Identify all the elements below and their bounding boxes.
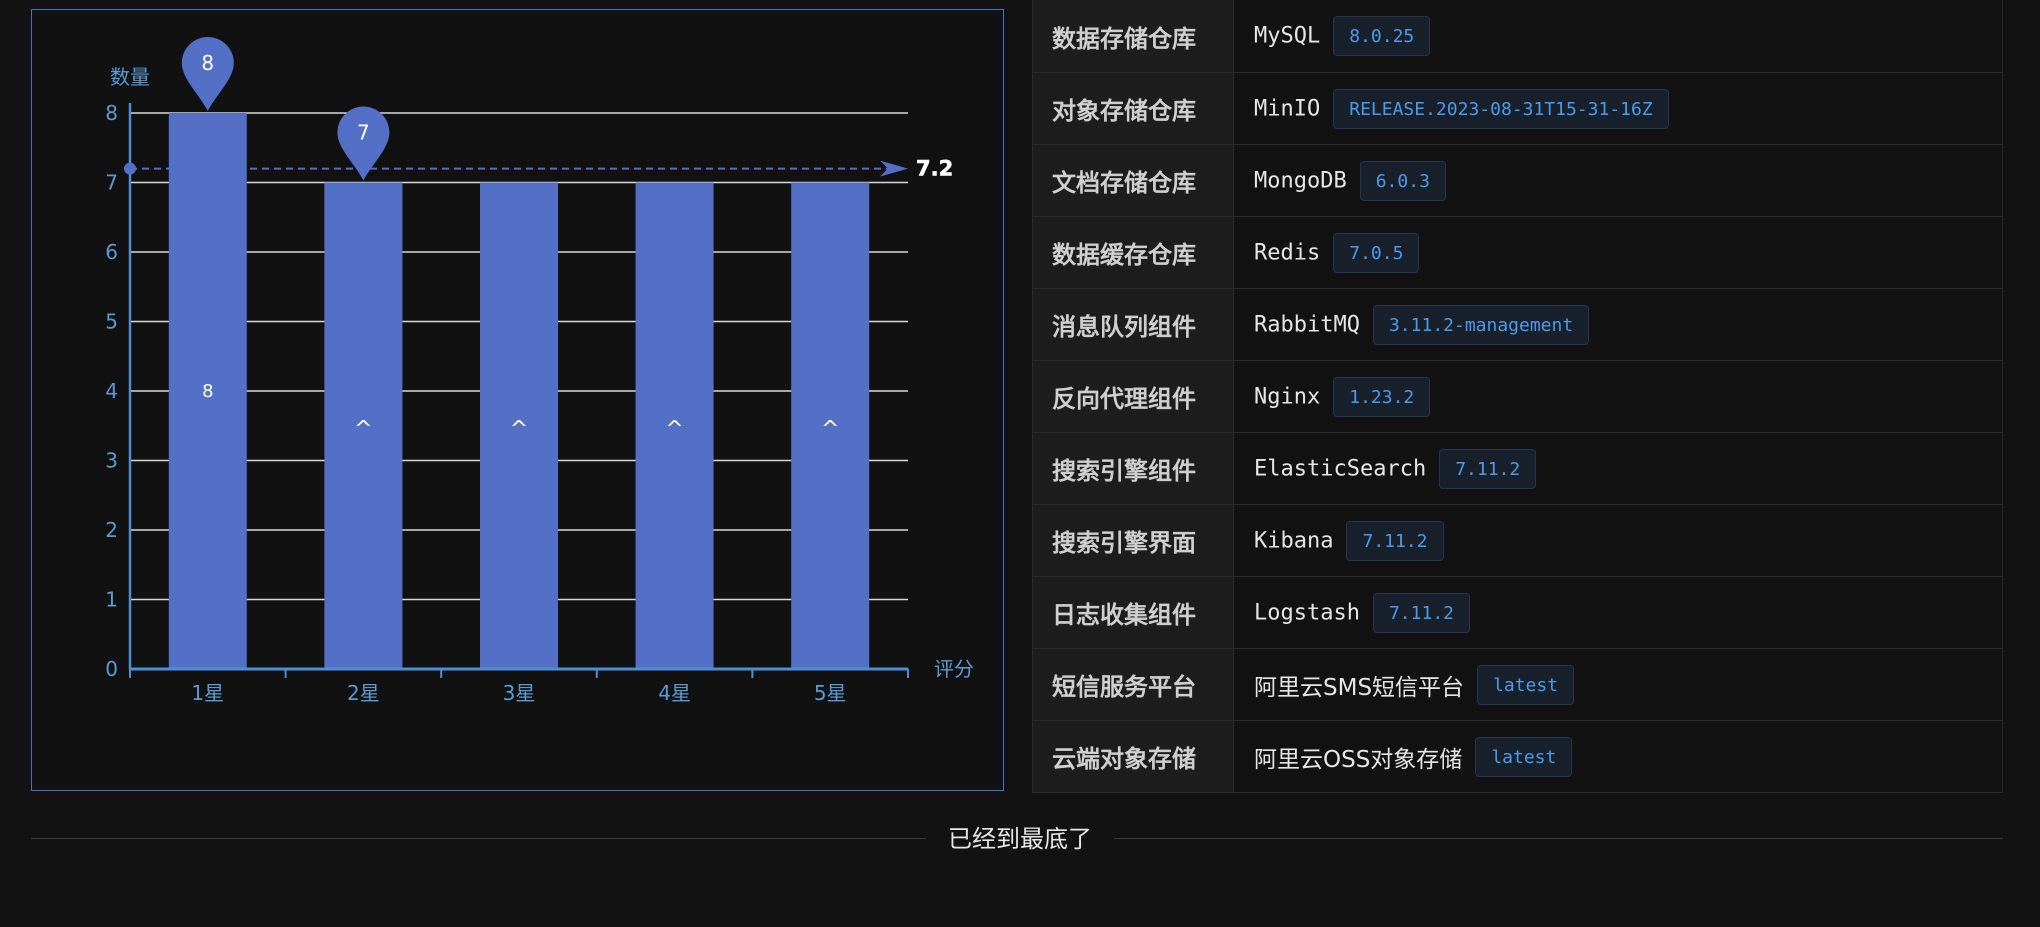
table-row: 对象存储仓库 MinIO RELEASE.2023-08-31T15-31-16Z [1032,72,2003,145]
component-value: 阿里云OSS对象存储 latest [1233,720,2003,793]
pin-label: 8 [201,51,214,75]
component-table: 数据存储仓库 MySQL 8.0.25 对象存储仓库 MinIO RELEASE.2… [1032,0,2003,793]
component-name: Redis [1254,240,1321,265]
component-key: 搜索引擎组件 [1032,432,1234,505]
table-row: 数据存储仓库 MySQL 8.0.25 [1032,0,2003,73]
component-value: MinIO RELEASE.2023-08-31T15-31-16Z [1233,72,2003,145]
bar [791,182,870,669]
component-value: MySQL 8.0.25 [1233,0,2003,73]
mark-line-arrow [880,160,908,177]
component-name: MinIO [1254,96,1321,121]
y-tick-label: 3 [105,449,118,473]
y-tick-label: 6 [105,240,118,264]
version-tag: 8.0.25 [1333,16,1431,56]
component-key: 文档存储仓库 [1032,144,1234,217]
component-key: 搜索引擎界面 [1032,504,1234,577]
y-tick-label: 5 [105,310,118,334]
component-key: 对象存储仓库 [1032,72,1234,145]
version-tag: 1.23.2 [1333,376,1431,417]
version-tag: 7.0.5 [1333,232,1420,273]
version-tag: latest [1475,736,1573,777]
bar-value-label: 8 [202,381,213,402]
version-tag: 7.11.2 [1346,520,1444,561]
component-name: 阿里云OSS对象存储 [1254,746,1463,773]
component-name: Logstash [1254,600,1360,625]
table-row: 反向代理组件 Nginx 1.23.2 [1032,360,2003,433]
end-of-page-label: 已经到最底了 [926,825,1114,853]
y-tick-label: 0 [105,657,118,681]
component-name: RabbitMQ [1254,312,1360,337]
component-key: 反向代理组件 [1032,360,1234,433]
component-name: 阿里云SMS短信平台 [1254,674,1465,701]
component-name: ElasticSearch [1254,456,1427,481]
table-row: 搜索引擎组件 ElasticSearch 7.11.2 [1032,432,2003,505]
bar [635,182,714,669]
mark-line-label: 7.2 [916,157,953,181]
table-row: 日志收集组件 Logstash 7.11.2 [1032,576,2003,649]
x-tick-label: 3星 [503,681,536,705]
table-row: 云端对象存储 阿里云OSS对象存储 latest [1032,720,2003,793]
x-tick-label: 2星 [347,681,380,705]
bar-value-label: ^ [665,417,683,442]
component-name: Nginx [1254,384,1321,409]
bar [168,113,247,669]
version-tag: 7.11.2 [1372,592,1470,633]
component-value: ElasticSearch 7.11.2 [1233,432,2003,505]
bar [480,182,558,669]
x-tick-label: 4星 [658,681,691,705]
table-row: 消息队列组件 RabbitMQ 3.11.2-management [1032,288,2003,361]
y-axis-title: 数量 [110,65,150,89]
y-tick-label: 7 [105,171,118,195]
y-tick-label: 4 [105,379,118,403]
table-row: 文档存储仓库 MongoDB 6.0.3 [1032,144,2003,217]
max-value-pin [337,106,390,181]
x-axis-title: 评分 [934,657,974,681]
component-value: MongoDB 6.0.3 [1233,144,2003,217]
component-key: 云端对象存储 [1032,720,1234,793]
component-key: 日志收集组件 [1032,576,1234,649]
y-tick-label: 8 [105,101,118,125]
version-tag: 6.0.3 [1359,160,1446,201]
max-value-pin [181,37,234,112]
component-value: RabbitMQ 3.11.2-management [1233,288,2003,361]
table-row: 搜索引擎界面 Kibana 7.11.2 [1032,504,2003,577]
bar [324,182,403,669]
bar-value-label: ^ [821,417,839,442]
component-value: Kibana 7.11.2 [1233,504,2003,577]
component-key: 短信服务平台 [1032,648,1234,721]
version-tag: 7.11.2 [1439,448,1537,489]
y-tick-label: 1 [105,588,118,612]
component-value: Redis 7.0.5 [1233,216,2003,289]
component-name: MongoDB [1254,168,1347,193]
table-row: 短信服务平台 阿里云SMS短信平台 latest [1032,648,2003,721]
version-tag: RELEASE.2023-08-31T15-31-16Z [1333,88,1669,129]
x-tick-label: 5星 [814,681,847,705]
component-key: 消息队列组件 [1032,288,1234,361]
y-tick-label: 2 [105,518,118,542]
bar-value-label: ^ [510,417,528,442]
component-value: Nginx 1.23.2 [1233,360,2003,433]
table-row: 数据缓存仓库 Redis 7.0.5 [1032,216,2003,289]
component-name: Kibana [1254,528,1334,553]
component-value: 阿里云SMS短信平台 latest [1233,648,2003,721]
component-name: MySQL [1254,23,1321,49]
version-tag: 3.11.2-management [1372,304,1590,345]
component-key: 数据存储仓库 [1032,0,1234,73]
rating-chart-panel: 0 1 2 3 4 5 6 7 8 8 ^ ^ ^ ^ 1星 2星 3星 4星 5星 数量评分 7.2 8 7 [31,9,1004,791]
bar-value-label: ^ [354,417,372,442]
end-of-page-text: 已经到最底了 [0,822,2040,856]
version-tag: latest [1477,664,1575,705]
component-value: Logstash 7.11.2 [1233,576,2003,649]
x-tick-label: 1星 [191,681,224,705]
pin-label: 7 [357,121,370,145]
component-key: 数据缓存仓库 [1032,216,1234,289]
